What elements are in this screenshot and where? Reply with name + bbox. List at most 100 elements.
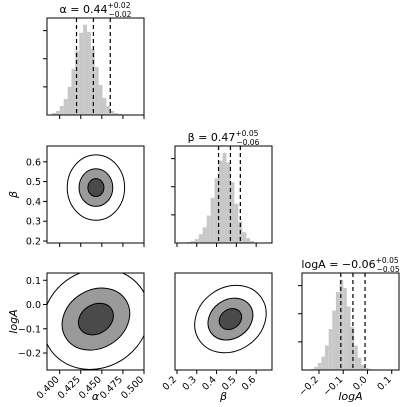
histogram-bar (357, 357, 362, 370)
histogram-bar (242, 232, 247, 243)
histogram-bar (230, 182, 235, 243)
contour-panel-1 (47, 273, 144, 370)
histogram-bar (325, 345, 329, 370)
x-tick-label: −0.2 (297, 374, 321, 398)
histogram-bar (310, 368, 315, 370)
histogram-bar (206, 215, 211, 243)
y-tick-label: −0.2 (18, 349, 41, 360)
x-tick-label: 0.6 (240, 374, 258, 392)
histogram-bar (55, 110, 60, 115)
histogram-bar (218, 160, 223, 243)
contour-inner (87, 178, 105, 197)
histogram-bar (354, 345, 358, 370)
histogram-bar (59, 105, 64, 115)
histogram-bar (335, 292, 340, 370)
histogram-bar (226, 162, 231, 243)
x-tick-label: 0.2 (161, 374, 179, 392)
histogram-bar (190, 241, 195, 243)
panel-frame (301, 272, 400, 371)
histogram-bar (86, 31, 91, 115)
histogram-0 (52, 24, 122, 115)
contour-panel-2 (194, 284, 267, 354)
histogram-bar (314, 366, 318, 370)
histogram-bar (210, 197, 215, 243)
y-tick-label: 0.0 (26, 300, 41, 311)
x-axis-label: β (219, 390, 227, 403)
histogram-bar (98, 84, 103, 115)
y-tick-label: 0.5 (26, 177, 41, 188)
histogram-bar (317, 362, 322, 370)
histogram-1 (186, 152, 255, 243)
x-tick-label: 0.1 (375, 374, 393, 392)
y-tick-label: 0.3 (26, 217, 41, 228)
x-tick-label: 0.4 (200, 374, 218, 392)
histogram-bar (102, 97, 107, 115)
title-sup: +0.05 (376, 256, 399, 265)
title-main: logA = −0.06 (301, 258, 375, 271)
contour-inner (218, 308, 243, 331)
x-tick-label: 0.425 (56, 374, 83, 401)
y-tick-label: 0.4 (26, 197, 41, 208)
histogram-bar (361, 364, 366, 370)
histogram-2 (310, 279, 373, 370)
histogram-bar (365, 367, 369, 370)
param-title-2: logA = −0.06+0.05 −0.05 (301, 256, 399, 274)
histogram-bar (63, 98, 68, 115)
histogram-bar (118, 113, 122, 115)
histogram-bar (332, 310, 336, 370)
title-sub: −0.05 (377, 265, 400, 274)
param-title-1: β = 0.47+0.05 −0.06 (188, 129, 260, 147)
x-axis-label: α (92, 390, 100, 403)
x-tick-label: 0.400 (35, 374, 62, 401)
histogram-bar (71, 68, 76, 115)
y-axis-label: logA (7, 309, 20, 333)
histogram-bar (79, 32, 84, 115)
y-tick-label: 0.6 (26, 157, 41, 168)
contour-panel-0 (66, 154, 126, 221)
histogram-bar (106, 105, 111, 115)
histogram-bar (214, 178, 219, 243)
title-sup: +0.05 (235, 129, 258, 138)
histogram-bar (52, 112, 56, 115)
title-main: α = 0.44 (60, 3, 108, 16)
histogram-bar (234, 203, 239, 243)
histogram-bar (346, 306, 351, 370)
histogram-bar (198, 234, 203, 243)
y-tick-label: 0.2 (26, 237, 41, 248)
x-tick-label: 0.3 (180, 374, 198, 392)
panel-frame (46, 17, 145, 116)
title-main: β = 0.47 (188, 131, 236, 144)
x-tick-label: 0.450 (77, 374, 104, 401)
histogram-bar (94, 66, 99, 115)
histogram-bar (194, 239, 199, 243)
histogram-bar (250, 241, 255, 243)
contour-inner (77, 302, 114, 336)
histogram-bar (222, 152, 227, 243)
y-axis-label: β (7, 191, 20, 199)
x-tick-label: 0.475 (98, 374, 125, 401)
histogram-bar (328, 328, 333, 370)
histogram-bar (350, 326, 355, 370)
param-title-0: α = 0.44+0.02 −0.02 (60, 1, 132, 19)
panel-frame (174, 272, 273, 371)
histogram-bar (83, 24, 87, 115)
histogram-bar (202, 227, 207, 243)
y-tick-label: 0.1 (26, 276, 41, 287)
histogram-bar (339, 279, 344, 370)
histogram-bar (110, 110, 115, 115)
panel-frame (174, 145, 273, 244)
histogram-bar (343, 287, 347, 370)
histogram-bar (75, 50, 80, 115)
x-tick-label: 0.500 (119, 374, 146, 401)
histogram-bar (67, 86, 72, 115)
histogram-bar (368, 368, 373, 370)
histogram-bar (321, 356, 326, 370)
x-axis-label: logA (338, 390, 362, 403)
y-tick-label: −0.1 (18, 324, 41, 335)
panel-frame (46, 145, 145, 244)
histogram-bar (246, 238, 251, 243)
histogram-bar (114, 112, 119, 115)
panel-frame (46, 272, 145, 371)
title-sup: +0.02 (107, 1, 130, 10)
